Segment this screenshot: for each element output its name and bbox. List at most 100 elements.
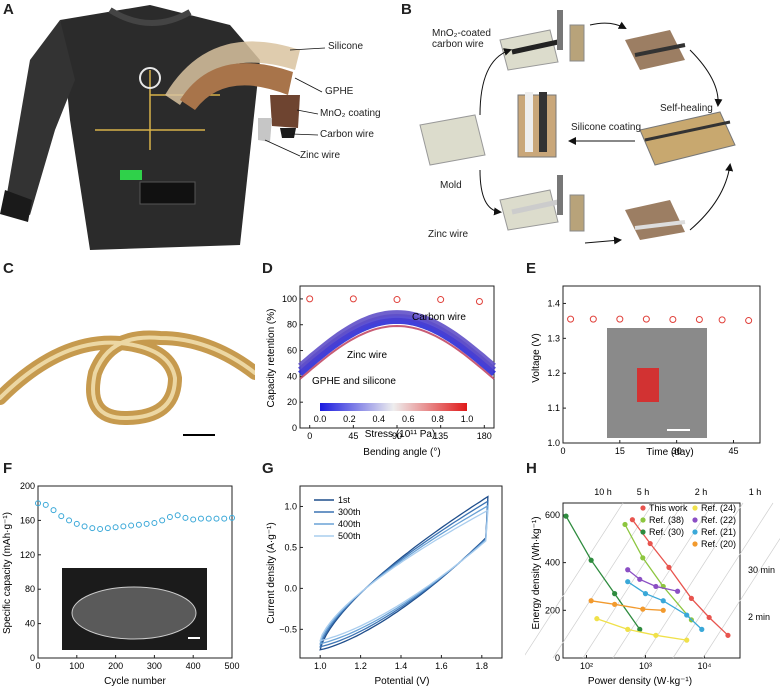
h-series-point (666, 564, 672, 570)
panel-h-chart: 10² 10³ 10⁴ 0 200 400 600 10 h 5 h 2 h 1 h 30 min 2 … (525, 487, 780, 687)
f-capacity-point (89, 525, 96, 532)
h-series-point (642, 591, 649, 597)
h-legend-label: Ref. (21) (701, 527, 736, 537)
d-retention-point (306, 295, 314, 303)
f-capacity-point (50, 507, 57, 514)
h-right-label: 30 min (748, 565, 775, 575)
f-capacity-point (221, 515, 228, 522)
f-xtick-label: 200 (108, 661, 123, 671)
h-series-point (612, 591, 618, 597)
h-series-point (629, 517, 635, 523)
h-series-point (653, 583, 659, 590)
battery-indicator (120, 170, 142, 180)
mold-cross-section (517, 94, 557, 158)
e-ytick-label: 1.4 (547, 298, 560, 308)
silicone-layer (165, 41, 300, 105)
g-ytick-label: 0.5 (284, 542, 297, 552)
panel-f-chart: 0 100 200 300 400 500 0 40 80 120 160 200 Cycle num… (2, 481, 240, 687)
f-ytick-label: 120 (20, 550, 35, 560)
d-colorbar-tick: 0.8 (431, 414, 444, 424)
f-xlabel: Cycle number (104, 676, 166, 687)
f-capacity-point (143, 520, 150, 527)
d-xtick-label: 180 (477, 431, 492, 441)
plot-frame (37, 485, 233, 659)
panel-a-illustration (0, 5, 326, 250)
e-xtick-label: 30 (672, 446, 682, 456)
h-time-gridline (702, 538, 780, 659)
shirt-left-sleeve (5, 20, 75, 215)
f-capacity-point (213, 515, 220, 522)
f-ytick-label: 0 (30, 653, 35, 663)
e-xtick-label: 45 (728, 446, 738, 456)
d-retention-point (349, 295, 357, 303)
shirt-cuff (0, 190, 32, 222)
label-mold: Mold (440, 180, 462, 191)
f-capacity-point (182, 514, 189, 521)
label-mno2-line1: MnO₂-coated (432, 28, 491, 39)
label-self-healing: Self-healing (660, 103, 713, 114)
h-legend-label: Ref. (38) (649, 515, 684, 525)
h-ytick-label: 0 (555, 653, 560, 663)
plot-frame (562, 502, 741, 659)
h-time-gridline (672, 502, 774, 659)
h-xtick-label: 10³ (639, 661, 652, 671)
h-legend-marker (692, 517, 698, 523)
d-ytick-label: 60 (287, 346, 297, 356)
h-legend-marker (692, 505, 698, 511)
g-ytick-label: −0.5 (279, 624, 297, 634)
h-series-point (622, 521, 628, 528)
d-colorbar-tick: 1.0 (461, 414, 474, 424)
e-voltage-point (695, 315, 703, 323)
d-colorbar-tick: 0.6 (402, 414, 415, 424)
f-petri-dish (71, 586, 197, 640)
e-xtick-label: 0 (560, 446, 565, 456)
f-capacity-point (205, 515, 212, 522)
g-legend-label: 300th (338, 507, 361, 517)
d-ytick-label: 20 (287, 397, 297, 407)
f-xtick-label: 500 (224, 661, 239, 671)
e-voltage-point (589, 315, 597, 323)
d-colorbar (320, 403, 467, 411)
f-ytick-label: 160 (20, 515, 35, 525)
pocket-device (139, 181, 196, 205)
h-ytick-label: 200 (545, 605, 560, 615)
h-legend-marker (640, 517, 646, 523)
h-series-line (631, 519, 729, 636)
f-ytick-label: 80 (25, 584, 35, 594)
label-mno2-coating: MnO₂ coating (320, 108, 381, 119)
h-legend-marker (640, 529, 646, 535)
h-xlabel: Power density (W·kg⁻¹) (588, 676, 692, 687)
h-series-point (640, 606, 646, 612)
h-series-point (660, 607, 666, 613)
h-series-point (706, 614, 712, 621)
f-capacity-point (66, 517, 73, 524)
e-voltage-point (669, 315, 677, 323)
d-colorbar-label: Stress (10¹¹ Pa) (365, 429, 436, 440)
f-capacity-point (151, 519, 158, 526)
h-series-point (647, 540, 653, 547)
e-voltage-point (745, 317, 753, 325)
h-top-label: 1 h (749, 487, 762, 497)
d-stress-band (298, 313, 496, 373)
label-mno2-coated-carbon-wire: MnO₂-coated carbon wire (432, 28, 491, 50)
panel-b-illustration (419, 10, 736, 245)
e-voltage-point (642, 315, 650, 323)
zinc-wire-segment (258, 118, 272, 142)
d-colorbar-tick: 0.2 (343, 414, 356, 424)
shirt-body (60, 5, 260, 250)
brush-bottom (557, 175, 563, 215)
h-series-point (725, 632, 731, 638)
h-legend-label: Ref. (20) (701, 539, 736, 549)
h-legend-label: This work (649, 503, 688, 513)
e-voltage-point (718, 316, 726, 324)
h-time-gridline (525, 502, 624, 656)
panel-g-chart: 1.0 1.2 1.4 1.6 1.8 −0.5 0.0 0.5 1.0 1st 300th 400t… (266, 485, 503, 687)
h-series-point (674, 588, 681, 594)
h-series-point (684, 637, 690, 643)
e-xlabel: Time (day) (646, 447, 693, 458)
panel-label-b: B (401, 1, 412, 18)
vial-bottom (569, 194, 585, 232)
h-series-line (591, 600, 664, 611)
d-annot-zinc: Zinc wire (347, 350, 387, 361)
h-time-gridline (552, 502, 654, 659)
